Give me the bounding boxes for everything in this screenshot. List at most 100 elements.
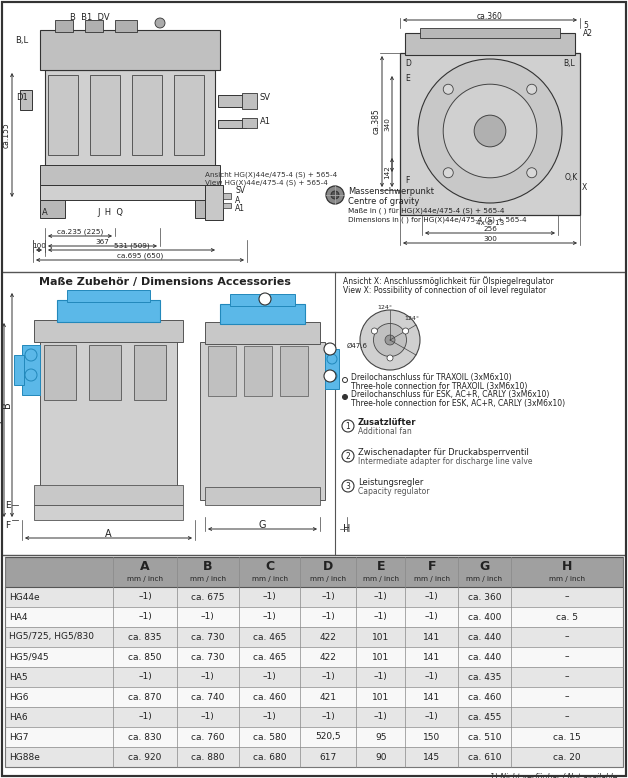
Text: 3: 3 — [345, 482, 350, 490]
Bar — [115, 20, 137, 32]
Circle shape — [360, 310, 420, 370]
Text: 124°: 124° — [377, 304, 392, 310]
Text: 141: 141 — [423, 692, 440, 702]
Text: B,L: B,L — [15, 36, 28, 44]
Text: A: A — [42, 208, 48, 216]
Bar — [325, 349, 339, 389]
Text: mm / inch: mm / inch — [190, 576, 225, 582]
Text: View X: Possibility of connection of oil level regulator: View X: Possibility of connection of oil… — [343, 286, 546, 295]
Text: G: G — [479, 560, 489, 573]
Circle shape — [324, 370, 336, 382]
Bar — [5, 747, 623, 767]
Text: 100: 100 — [32, 243, 46, 249]
Text: Three-hole connection for TRAXOIL (3xM6x10): Three-hole connection for TRAXOIL (3xM6x… — [351, 381, 528, 391]
Text: –: – — [565, 713, 569, 721]
Text: Three-hole connection for ESK, AC+R, CARLY (3xM6x10): Three-hole connection for ESK, AC+R, CAR… — [351, 398, 565, 408]
Bar — [22, 345, 40, 395]
Text: SV: SV — [260, 93, 271, 101]
Text: ca. 870: ca. 870 — [128, 692, 162, 702]
Text: –1): –1) — [374, 672, 387, 682]
Circle shape — [443, 84, 453, 94]
Text: B: B — [2, 401, 12, 408]
Text: ca. 830: ca. 830 — [128, 733, 162, 741]
Text: 2: 2 — [345, 451, 350, 461]
Text: Ansicht X: Anschlussmöglichkeit für Ölspiegelregulator: Ansicht X: Anschlussmöglichkeit für Ölsp… — [343, 276, 554, 286]
Circle shape — [326, 186, 344, 204]
Bar — [223, 193, 231, 199]
Bar — [405, 33, 575, 55]
Bar — [5, 647, 623, 667]
Text: ca. 920: ca. 920 — [128, 752, 161, 762]
Circle shape — [331, 191, 339, 199]
Bar — [205, 487, 320, 505]
Text: A: A — [105, 529, 112, 539]
Text: mm / inch: mm / inch — [549, 576, 585, 582]
Text: –1): –1) — [425, 612, 438, 622]
Text: ca. 5: ca. 5 — [556, 612, 578, 622]
Text: ca.385: ca.385 — [372, 109, 381, 135]
Text: –: – — [565, 692, 569, 702]
Bar — [67, 290, 150, 302]
Bar — [40, 30, 220, 70]
Bar — [195, 200, 220, 218]
Text: HG6: HG6 — [9, 692, 28, 702]
Bar — [5, 607, 623, 627]
Text: Additional fan: Additional fan — [358, 426, 412, 436]
Circle shape — [342, 394, 347, 399]
Circle shape — [527, 168, 537, 177]
Bar — [280, 346, 308, 396]
Text: ca. 730: ca. 730 — [191, 633, 224, 642]
Text: A: A — [140, 560, 150, 573]
Circle shape — [374, 324, 406, 356]
Text: D: D — [323, 560, 333, 573]
Text: Dimensions in ( ) for HG(X)44e/475-4 (S) + 565-4: Dimensions in ( ) for HG(X)44e/475-4 (S)… — [348, 217, 527, 223]
Text: ca. 20: ca. 20 — [553, 752, 580, 762]
Text: B,L: B,L — [563, 58, 575, 68]
Text: D: D — [405, 58, 411, 68]
Text: –1): –1) — [138, 593, 152, 601]
Text: –: – — [565, 653, 569, 661]
Text: 340: 340 — [384, 117, 390, 131]
Circle shape — [25, 349, 37, 361]
Bar — [5, 557, 623, 587]
Bar — [48, 75, 78, 155]
Text: Capacity regulator: Capacity regulator — [358, 486, 430, 496]
Text: ca. 760: ca. 760 — [191, 733, 224, 741]
Circle shape — [259, 293, 271, 305]
Text: Ansicht HG(X)44e/475-4 (S) + 565-4: Ansicht HG(X)44e/475-4 (S) + 565-4 — [205, 172, 337, 178]
Bar — [20, 90, 32, 110]
Bar — [5, 667, 623, 687]
Bar — [205, 185, 223, 220]
Bar — [134, 345, 166, 400]
Text: ca. 460: ca. 460 — [468, 692, 501, 702]
Bar — [5, 727, 623, 747]
Text: mm / inch: mm / inch — [127, 576, 163, 582]
Text: –1): –1) — [201, 713, 215, 721]
Bar — [40, 185, 220, 200]
Text: F: F — [6, 520, 11, 530]
Text: –1): –1) — [263, 612, 276, 622]
Text: B: B — [203, 560, 212, 573]
Text: –1): –1) — [425, 593, 438, 601]
Text: Centre of gravity: Centre of gravity — [348, 197, 420, 205]
Text: ca. 440: ca. 440 — [468, 633, 501, 642]
Text: A1: A1 — [235, 204, 245, 212]
Text: –1): –1) — [425, 672, 438, 682]
Circle shape — [327, 354, 337, 364]
Text: HA5: HA5 — [9, 672, 28, 682]
Text: ca. 610: ca. 610 — [467, 752, 501, 762]
Text: –1): –1) — [201, 612, 215, 622]
Bar — [55, 20, 73, 32]
Bar — [205, 322, 320, 344]
Text: 95: 95 — [375, 733, 386, 741]
Bar — [5, 627, 623, 647]
Text: 617: 617 — [320, 752, 337, 762]
Text: H: H — [344, 524, 350, 534]
Text: –1): –1) — [263, 593, 276, 601]
Bar — [5, 707, 623, 727]
Text: 520,5: 520,5 — [315, 733, 341, 741]
Text: HA6: HA6 — [9, 713, 28, 721]
Text: 142: 142 — [384, 166, 390, 180]
Text: Ø47.6: Ø47.6 — [347, 343, 368, 349]
Bar — [40, 200, 65, 218]
